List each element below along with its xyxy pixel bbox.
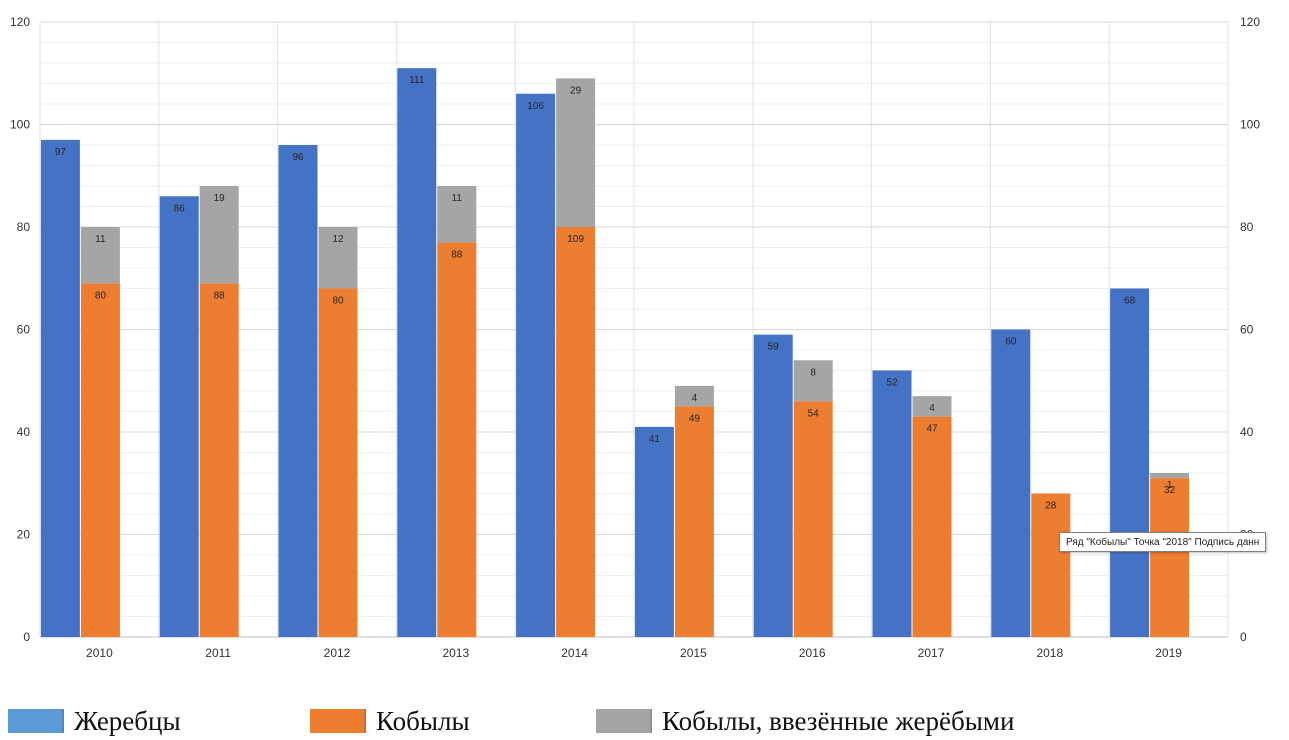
bar-data-label: 86 xyxy=(174,203,186,214)
bar-stallions-2013 xyxy=(397,68,437,637)
legend-swatch-stallions xyxy=(8,709,64,733)
bar-mares-2012 xyxy=(318,227,358,289)
bar-data-label: 11 xyxy=(452,193,463,204)
data-label-tooltip: Ряд "Кобылы" Точка "2018" Подпись данн xyxy=(1059,532,1267,552)
bar-stallions-2019 xyxy=(1110,288,1150,637)
legend-item-mares[interactable]: Кобылы xyxy=(310,704,470,738)
x-tick-label: 2012 xyxy=(324,646,351,660)
bar-data-label: 29 xyxy=(570,85,582,96)
bar-data-label: 88 xyxy=(214,290,226,301)
bar-data-label: 4 xyxy=(929,403,935,414)
bar-data-label: 32 xyxy=(1164,485,1176,496)
y-tick-label-left: 60 xyxy=(17,323,31,337)
x-tick-label: 2015 xyxy=(680,646,707,660)
y-tick-label-left: 100 xyxy=(10,118,30,132)
bar-mares-2013 xyxy=(437,242,477,637)
y-tick-label-left: 80 xyxy=(17,220,31,234)
bar-stallions-2018 xyxy=(991,329,1031,637)
bar-mares-2014 xyxy=(556,78,596,227)
bar-data-label: 49 xyxy=(689,413,701,424)
bar-data-label: 4 xyxy=(692,393,698,404)
y-tick-label-left: 40 xyxy=(17,425,31,439)
bar-data-label: 88 xyxy=(451,249,463,260)
x-tick-label: 2016 xyxy=(799,646,826,660)
bar-stallions-2011 xyxy=(159,196,199,637)
bar-data-label: 12 xyxy=(332,234,344,245)
bar-mares-2018 xyxy=(1031,493,1071,637)
bar-mares-2011 xyxy=(199,283,239,637)
bar-data-label: 11 xyxy=(95,234,106,245)
bar-mares-2010 xyxy=(80,227,120,284)
y-tick-label-right: 60 xyxy=(1240,323,1254,337)
chart-canvas: 0020204040606080801001001201202010201120… xyxy=(10,15,1260,660)
bar-mares-2016 xyxy=(793,360,833,402)
legend-swatch-imported-pregnant-mares xyxy=(596,709,652,733)
bar-mares-2011 xyxy=(199,186,239,284)
bar-mares-2019 xyxy=(1150,473,1190,479)
bar-mares-2013 xyxy=(437,186,477,243)
x-tick-label: 2019 xyxy=(1155,646,1182,660)
y-tick-label-left: 20 xyxy=(17,528,31,542)
x-tick-label: 2017 xyxy=(918,646,945,660)
bar-mares-2019 xyxy=(1150,478,1190,637)
bar-mares-2012 xyxy=(318,288,358,637)
y-tick-label-right: 120 xyxy=(1240,15,1260,29)
bar-data-label: 80 xyxy=(95,290,107,301)
bar-data-label: 96 xyxy=(292,152,304,163)
bar-mares-2016 xyxy=(793,401,833,637)
bar-data-label: 111 xyxy=(409,75,425,86)
bar-mares-2017 xyxy=(912,416,952,637)
bar-data-label: 68 xyxy=(1124,296,1136,307)
legend-item-stallions[interactable]: Жеребцы xyxy=(8,704,181,738)
y-tick-label-right: 0 xyxy=(1240,630,1247,644)
bar-data-label: 54 xyxy=(808,408,820,419)
y-tick-label-right: 80 xyxy=(1240,220,1254,234)
y-tick-label-left: 0 xyxy=(23,630,30,644)
x-tick-label: 2018 xyxy=(1036,646,1063,660)
y-tick-label-right: 40 xyxy=(1240,425,1254,439)
bar-data-label: 60 xyxy=(1005,337,1017,348)
bar-mares-2015 xyxy=(674,406,714,637)
bar-mares-2014 xyxy=(556,227,596,637)
bar-mares-2010 xyxy=(80,283,120,637)
y-tick-label-left: 120 xyxy=(10,15,30,29)
bar-data-label: 19 xyxy=(214,193,226,204)
y-tick-label-right: 100 xyxy=(1240,118,1260,132)
x-tick-label: 2013 xyxy=(442,646,469,660)
bar-data-label: 106 xyxy=(527,101,544,112)
legend-label-stallions: Жеребцы xyxy=(74,705,181,736)
bar-mares-2017 xyxy=(912,396,952,417)
bar-data-label: 109 xyxy=(567,234,584,245)
bar-data-label: 8 xyxy=(810,367,816,378)
bar-data-label: 59 xyxy=(768,342,780,353)
x-tick-label: 2011 xyxy=(205,646,231,660)
bar-data-label: 41 xyxy=(649,434,661,445)
x-tick-label: 2014 xyxy=(561,646,588,660)
bar-stallions-2015 xyxy=(634,426,674,637)
bar-stallions-2014 xyxy=(516,93,556,637)
bar-chart: 0020204040606080801001001201202010201120… xyxy=(10,15,1267,660)
x-tick-label: 2010 xyxy=(86,646,113,660)
bar-stallions-2017 xyxy=(872,370,912,637)
legend-swatch-mares xyxy=(310,709,366,733)
bar-stallions-2016 xyxy=(753,334,793,637)
bar-data-label: 80 xyxy=(332,296,344,307)
bar-data-label: 28 xyxy=(1045,501,1057,512)
legend-label-mares: Кобылы xyxy=(376,705,470,736)
legend-label-imported-pregnant-mares: Кобылы, ввезённые жерёбыми xyxy=(662,705,1015,736)
bar-stallions-2010 xyxy=(40,139,80,637)
bar-data-label: 47 xyxy=(926,424,938,435)
chart-legend: Жеребцы Кобылы Кобылы, ввезённые жерёбым… xyxy=(0,698,1289,740)
bar-mares-2015 xyxy=(674,385,714,407)
bar-data-label: 97 xyxy=(55,147,67,158)
bar-data-label: 52 xyxy=(886,378,898,389)
bar-data-label: 1 xyxy=(1167,480,1173,491)
bar-stallions-2012 xyxy=(278,145,318,637)
legend-item-imported-pregnant-mares[interactable]: Кобылы, ввезённые жерёбыми xyxy=(596,704,1014,738)
